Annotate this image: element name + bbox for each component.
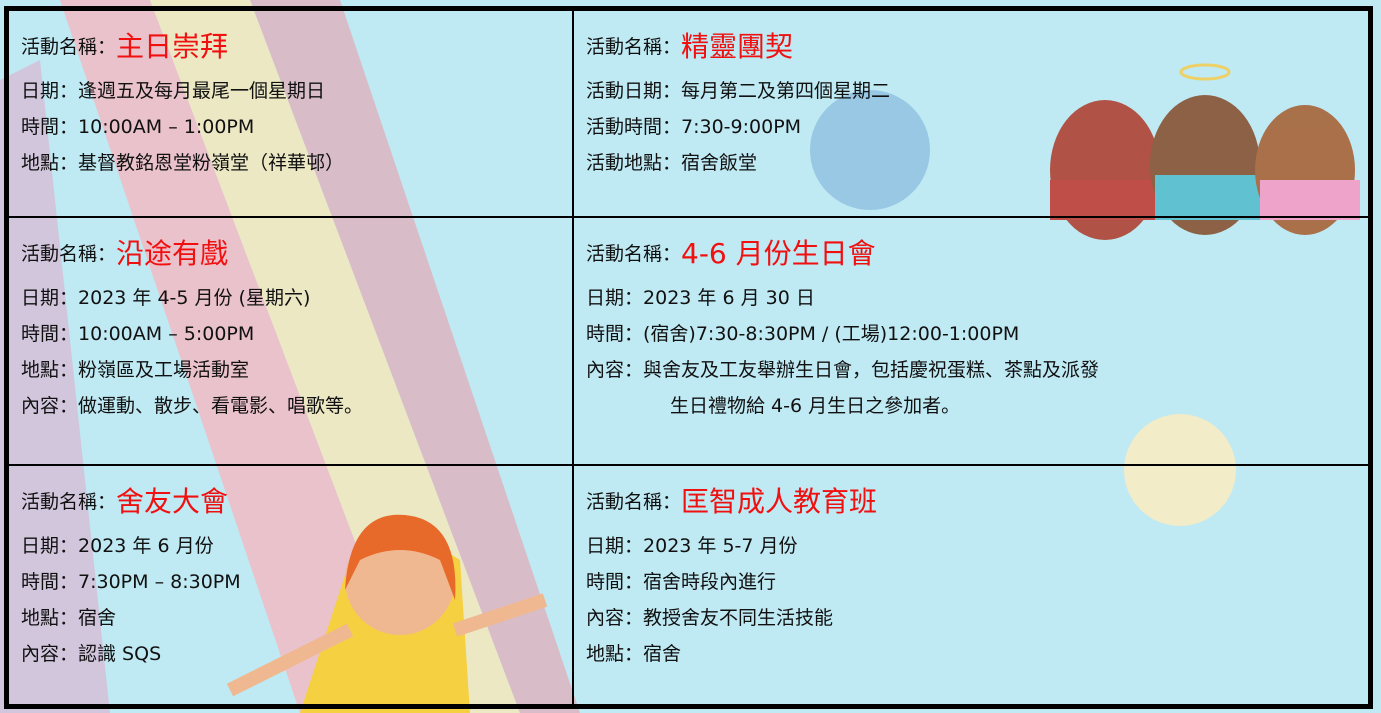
info-value: 教授舍友不同生活技能 (643, 607, 834, 629)
info-label: 地點： (586, 643, 644, 665)
info-label: 時間： (586, 571, 644, 593)
info-label: 內容： (21, 395, 79, 417)
info-line: 地點：宿舍 (21, 600, 560, 636)
info-value: 每月第二及第四個星期二 (681, 80, 891, 102)
info-value: 2023 年 6 月份 (78, 535, 214, 557)
title-label: 活動名稱： (21, 35, 117, 58)
title-label: 活動名稱： (586, 490, 682, 513)
title-label: 活動名稱： (21, 490, 117, 513)
info-line: 時間：7:30PM – 8:30PM (21, 564, 560, 600)
info-line: 內容：做運動、散步、看電影、唱歌等。 (21, 388, 560, 424)
info-label: 地點： (21, 607, 79, 629)
info-value: 宿舍飯堂 (681, 152, 758, 174)
activity-title: 活動名稱： 精靈團契 (586, 17, 1356, 73)
activity-table: 活動名稱： 主日崇拜 日期：逢週五及每月最尾一個星期日 時間：10:00AM – 1:… (4, 6, 1373, 709)
info-line: 內容：與舍友及工友舉辦生日會，包括慶祝蛋糕、茶點及派發 (586, 352, 1356, 388)
info-label: 地點： (21, 152, 79, 174)
activity-name: 精靈團契 (681, 30, 794, 63)
info-label: 活動地點： (586, 152, 682, 174)
info-line: 日期：2023 年 4-5 月份 (星期六) (21, 280, 560, 316)
info-label: 時間： (21, 323, 79, 345)
info-value: 認識 SQS (78, 643, 162, 665)
activity-cell: 活動名稱： 4-6 月份生日會 日期：2023 年 6 月 30 日時間：(宿舍)7… (572, 216, 1368, 464)
info-label: 內容： (586, 359, 644, 381)
info-value: 宿舍 (643, 643, 682, 665)
info-line: 活動地點：宿舍飯堂 (586, 145, 1356, 181)
activity-title: 活動名稱： 沿途有戲 (21, 224, 560, 280)
info-label: 時間： (21, 571, 79, 593)
info-value: 7:30PM – 8:30PM (78, 571, 241, 593)
activity-name: 舍友大會 (116, 485, 229, 518)
title-label: 活動名稱： (586, 242, 682, 265)
info-line: 日期：2023 年 6 月 30 日 (586, 280, 1356, 316)
activity-title: 活動名稱： 舍友大會 (21, 472, 560, 528)
activity-cell: 活動名稱： 沿途有戲 日期：2023 年 4-5 月份 (星期六) 時間：10:00A… (9, 216, 572, 464)
activity-title: 活動名稱： 匡智成人教育班 (586, 472, 1356, 528)
info-line: 時間：10:00AM – 1:00PM (21, 109, 560, 145)
activity-title: 活動名稱： 4-6 月份生日會 (586, 224, 1356, 280)
info-value: 2023 年 4-5 月份 (星期六) (78, 287, 311, 309)
info-value: (宿舍)7:30-8:30PM / (工場)12:00-1:00PM (643, 323, 1020, 345)
info-line: 活動日期：每月第二及第四個星期二 (586, 73, 1356, 109)
info-label: 時間： (21, 116, 79, 138)
info-line: 生日禮物給 4-6 月生日之參加者。 (586, 388, 1356, 424)
title-label: 活動名稱： (586, 35, 682, 58)
info-value: 2023 年 6 月 30 日 (643, 287, 815, 309)
info-label: 內容： (586, 607, 644, 629)
info-label: 日期： (21, 80, 79, 102)
info-value: 宿舍時段內進行 (643, 571, 777, 593)
activity-name: 4-6 月份生日會 (681, 237, 876, 270)
info-value: 10:00AM – 5:00PM (78, 323, 255, 345)
info-line: 內容：教授舍友不同生活技能 (586, 600, 1356, 636)
info-value: 逢週五及每月最尾一個星期日 (78, 80, 326, 102)
activity-cell: 活動名稱： 精靈團契 活動日期：每月第二及第四個星期二 活動時間：7:30-9:00P… (572, 11, 1368, 216)
info-value: 7:30-9:00PM (681, 116, 802, 138)
info-label: 地點： (21, 359, 79, 381)
activity-cell: 活動名稱： 匡智成人教育班 日期：2023 年 5-7 月份 時間：宿舍時段內進行 內容… (572, 464, 1368, 704)
activity-name: 匡智成人教育班 (681, 485, 878, 518)
info-line: 時間：宿舍時段內進行 (586, 564, 1356, 600)
activity-name: 主日崇拜 (116, 30, 229, 63)
info-label: 內容： (21, 643, 79, 665)
info-line: 日期：逢週五及每月最尾一個星期日 (21, 73, 560, 109)
info-value: 10:00AM – 1:00PM (78, 116, 255, 138)
info-line: 時間：(宿舍)7:30-8:30PM / (工場)12:00-1:00PM (586, 316, 1356, 352)
info-label: 活動日期： (586, 80, 682, 102)
activity-name: 沿途有戲 (116, 237, 229, 270)
info-value: 宿舍 (78, 607, 117, 629)
activity-cell: 活動名稱： 主日崇拜 日期：逢週五及每月最尾一個星期日 時間：10:00AM – 1:… (9, 11, 572, 216)
info-value: 與舍友及工友舉辦生日會，包括慶祝蛋糕、茶點及派發 (643, 359, 1100, 381)
info-value: 生日禮物給 4-6 月生日之參加者。 (670, 395, 961, 417)
info-label: 日期： (586, 535, 644, 557)
info-label: 日期： (586, 287, 644, 309)
title-label: 活動名稱： (21, 242, 117, 265)
activity-title: 活動名稱： 主日崇拜 (21, 17, 560, 73)
info-label: 活動時間： (586, 116, 682, 138)
info-line: 日期：2023 年 6 月份 (21, 528, 560, 564)
info-line: 地點：基督教銘恩堂粉嶺堂（祥華邨） (21, 145, 560, 181)
activity-cell: 活動名稱： 舍友大會 日期：2023 年 6 月份 時間：7:30PM – 8:30P… (9, 464, 572, 704)
info-value: 2023 年 5-7 月份 (643, 535, 798, 557)
info-line: 地點：宿舍 (586, 636, 1356, 672)
info-value: 基督教銘恩堂粉嶺堂（祥華邨） (78, 152, 345, 174)
info-line: 時間：10:00AM – 5:00PM (21, 316, 560, 352)
info-value: 做運動、散步、看電影、唱歌等。 (78, 395, 364, 417)
info-label: 日期： (21, 287, 79, 309)
info-line: 內容：認識 SQS (21, 636, 560, 672)
info-label: 日期： (21, 535, 79, 557)
info-value: 粉嶺區及工場活動室 (78, 359, 250, 381)
info-line: 地點：粉嶺區及工場活動室 (21, 352, 560, 388)
info-label: 時間： (586, 323, 644, 345)
info-line: 活動時間：7:30-9:00PM (586, 109, 1356, 145)
info-line: 日期：2023 年 5-7 月份 (586, 528, 1356, 564)
